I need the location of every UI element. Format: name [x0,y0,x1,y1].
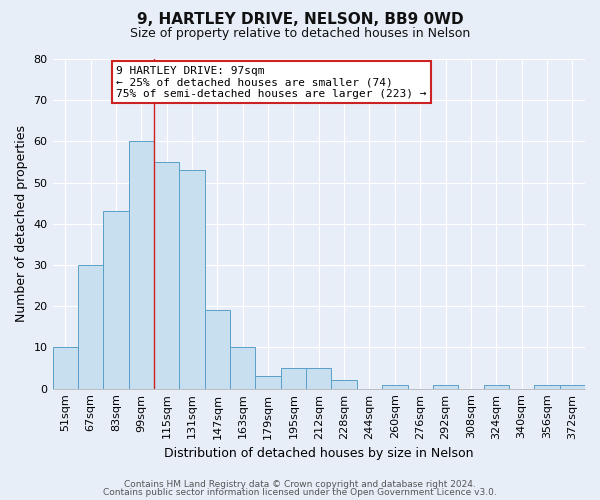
Bar [179,170,205,388]
Bar [103,212,128,388]
Bar [256,376,281,388]
Text: 9 HARTLEY DRIVE: 97sqm
← 25% of detached houses are smaller (74)
75% of semi-det: 9 HARTLEY DRIVE: 97sqm ← 25% of detached… [116,66,427,99]
Bar [534,384,560,388]
Bar [306,368,331,388]
Bar [53,348,78,389]
Bar [433,384,458,388]
Bar [154,162,179,388]
Bar [205,310,230,388]
Bar [230,348,256,389]
Bar [382,384,407,388]
Bar [560,384,585,388]
Bar [78,265,103,388]
Text: Contains HM Land Registry data © Crown copyright and database right 2024.: Contains HM Land Registry data © Crown c… [124,480,476,489]
Text: Size of property relative to detached houses in Nelson: Size of property relative to detached ho… [130,28,470,40]
Y-axis label: Number of detached properties: Number of detached properties [15,126,28,322]
Bar [484,384,509,388]
X-axis label: Distribution of detached houses by size in Nelson: Distribution of detached houses by size … [164,447,473,460]
Bar [281,368,306,388]
Bar [331,380,357,388]
Text: Contains public sector information licensed under the Open Government Licence v3: Contains public sector information licen… [103,488,497,497]
Text: 9, HARTLEY DRIVE, NELSON, BB9 0WD: 9, HARTLEY DRIVE, NELSON, BB9 0WD [137,12,463,28]
Bar [128,142,154,388]
